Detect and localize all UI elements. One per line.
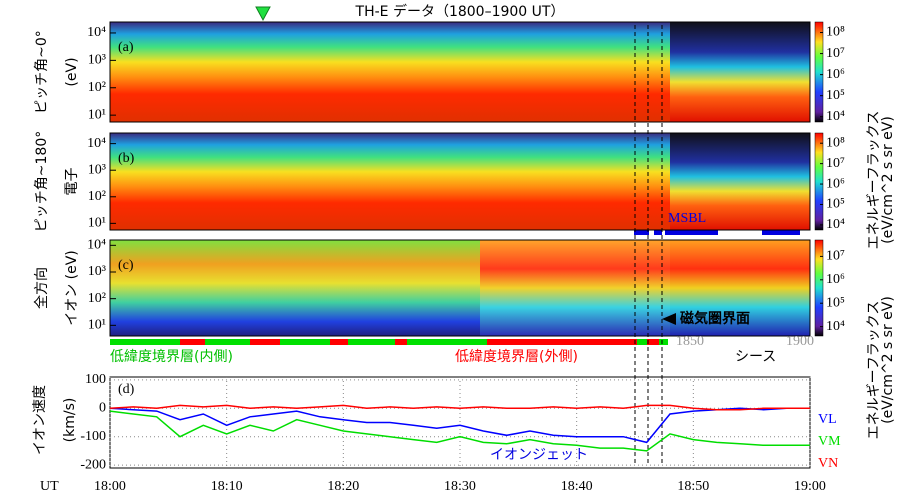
colorbar-tick-label: 10⁵: [826, 295, 845, 310]
panel-label: (d): [118, 382, 135, 397]
y-axis-label: ピッチ角~180°: [34, 131, 50, 232]
x-tick-label: 18:30: [444, 479, 476, 494]
panel-label: (a): [118, 40, 134, 55]
colorbar-tick-label: 10⁷: [826, 156, 845, 171]
panel-frame: [109, 21, 811, 123]
title: TH-E データ（1800–1900 UT）: [355, 3, 565, 20]
series-line: [109, 410, 810, 452]
colorbar-tick-label: 10⁴: [826, 319, 845, 334]
y-tick-label: 10²: [88, 189, 106, 204]
x-tick-label: 19:00: [794, 479, 826, 494]
annotation: MSBL: [668, 211, 706, 226]
panel-label: (b): [118, 151, 135, 166]
y-tick-label: 100: [85, 372, 106, 387]
legend-label: VN: [818, 456, 838, 471]
y-axis-label: イオン速度: [32, 385, 48, 455]
colorbar-tick-label: 10⁶: [826, 67, 845, 82]
y-axis-label: ピッチ角~0°: [34, 30, 50, 114]
y-axis-label: 全方向: [33, 267, 50, 309]
y-tick-label: 10¹: [88, 107, 106, 122]
colorbar-label: (eV/cm^2 s sr eV): [880, 116, 896, 244]
colorbar-label: エネルギーフラックス: [866, 111, 882, 250]
y-tick-label: -100: [80, 429, 106, 444]
dashed-lines: [634, 25, 663, 465]
x-tick-label: 18:20: [327, 479, 359, 494]
y-tick-label: 10²: [88, 80, 106, 95]
legend-label: VL: [818, 412, 837, 427]
colorbar-tick-label: 10⁶: [826, 176, 845, 191]
y-axis-label: (eV): [64, 57, 80, 86]
colorbar: [814, 239, 824, 337]
bars: [110, 6, 810, 345]
y-tick-label: 0: [99, 401, 106, 416]
spectrograms: [110, 22, 810, 336]
y-tick-label: 10⁴: [87, 136, 106, 151]
x-tick-label: 18:40: [561, 479, 593, 494]
series-line: [109, 407, 810, 444]
colorbar-tick-label: 10⁵: [826, 88, 845, 103]
annotation: 低緯度境界層(外側): [455, 349, 578, 365]
colorbar-tick-label: 10⁸: [826, 25, 845, 40]
y-axis-label: イオン (eV): [64, 250, 80, 326]
panel-frame: [109, 132, 811, 231]
colorbar: [814, 21, 824, 123]
panel-d-frame: [109, 376, 811, 469]
x-tick-label: 18:10: [211, 479, 243, 494]
y-tick-label: 10³: [88, 264, 106, 279]
annotation: UT: [40, 479, 59, 494]
y-axis-label: 電子: [64, 168, 80, 196]
y-tick-label: -200: [80, 457, 106, 472]
y-tick-label: 10³: [88, 53, 106, 68]
colorbar: [814, 132, 824, 231]
colorbar-label: (eV/cm^2 s sr eV): [880, 296, 896, 424]
colorbar-tick-label: 10⁵: [826, 197, 845, 212]
x-tick-label: 18:50: [677, 479, 709, 494]
colorbar-tick-label: 10⁴: [826, 217, 845, 232]
annotation: 磁気圏界面: [680, 310, 750, 327]
series-line: [109, 404, 810, 411]
faint-tick: 1900: [786, 334, 814, 349]
y-tick-label: 10⁴: [87, 25, 106, 40]
y-tick-label: 10¹: [88, 216, 106, 231]
colorbar-tick-label: 10⁷: [826, 249, 845, 264]
y-tick-label: 10⁴: [87, 238, 106, 253]
panel-frame: [109, 239, 811, 337]
annotation: 低緯度境界層(内側): [110, 349, 233, 365]
colorbar-tick-label: 10⁶: [826, 272, 845, 287]
colorbar-label: エネルギーフラックス: [866, 301, 882, 440]
faint-tick: 1850: [676, 334, 704, 349]
colorbar-tick-label: 10⁸: [826, 135, 845, 150]
y-axis-label: (km/s): [62, 398, 78, 443]
colorbar-tick-label: 10⁷: [826, 46, 845, 61]
annotation: シース: [735, 349, 776, 365]
y-tick-label: 10²: [88, 291, 106, 306]
legend-label: VM: [818, 434, 841, 449]
x-tick-label: 18:00: [94, 479, 126, 494]
annotation: イオンジェット: [490, 447, 588, 463]
colorbar-tick-label: 10⁴: [826, 109, 845, 124]
y-tick-label: 10¹: [88, 318, 106, 333]
y-tick-label: 10³: [88, 162, 106, 177]
panel-label: (c): [118, 258, 134, 273]
